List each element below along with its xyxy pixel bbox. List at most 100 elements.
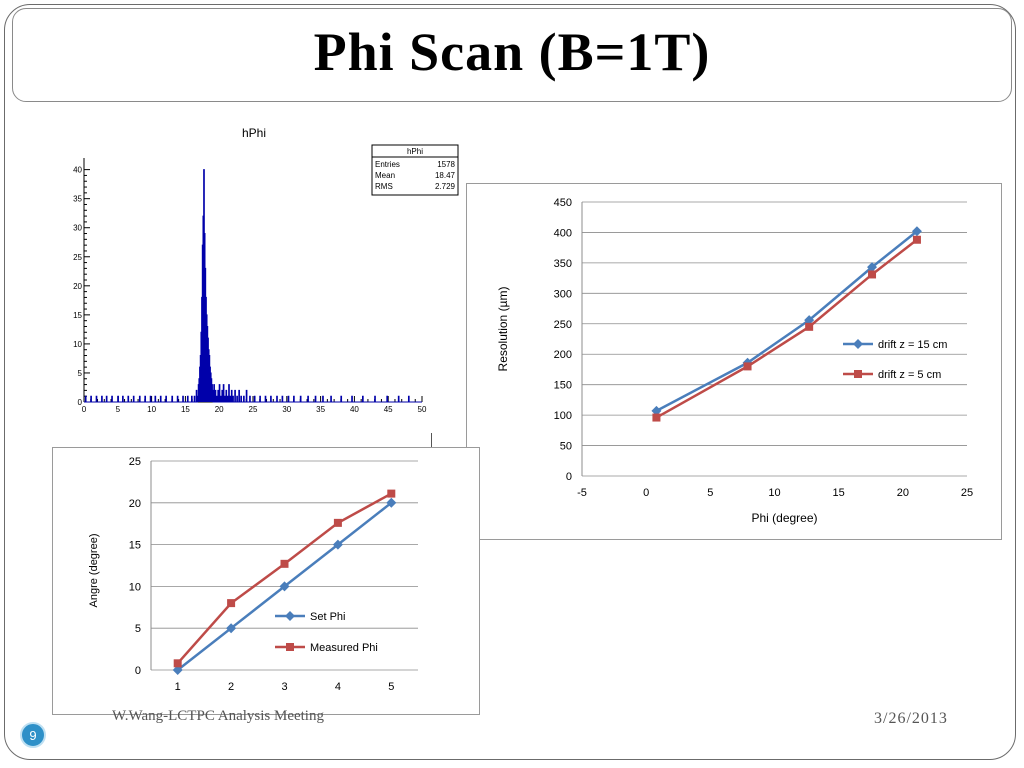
y-tick-label: 15 (129, 540, 141, 552)
y-tick-label: 35 (73, 195, 82, 204)
resolution-chart: 0 50 100 150 200 250 300 350 400 450 -5 0 5 10 15 20 25 P… (496, 197, 973, 525)
x-tick-label: 5 (116, 405, 121, 414)
legend-marker (853, 339, 863, 349)
series-line (176, 492, 392, 665)
legend-marker (286, 643, 294, 651)
y-tick-label: 100 (554, 410, 572, 422)
histogram-chart: hPhi 0 5 10 15 20 25 30 35 40 0 5 10 15 20 25 30 35 40 45 50… (73, 126, 459, 414)
y-tick-label: 15 (73, 311, 82, 320)
data-point (227, 599, 236, 608)
x-tick-label: 25 (249, 405, 258, 414)
page-number-badge: 9 (20, 722, 46, 748)
x-tick-label: 0 (82, 405, 87, 414)
angle-chart: 0 5 10 15 20 25 1 2 3 4 5 Angre (degree) Set Phi Meas… (88, 456, 418, 693)
y-tick-label: 0 (135, 665, 141, 677)
x-axis-label: Phi (degree) (751, 511, 817, 525)
x-tick-label: 25 (961, 487, 973, 499)
y-tick-label: 200 (554, 349, 572, 361)
x-tick-label: 15 (181, 405, 190, 414)
x-tick-label: 10 (768, 487, 780, 499)
legend-label: Measured Phi (310, 642, 378, 654)
x-tick-label: 50 (418, 405, 427, 414)
y-tick-label: 5 (78, 369, 83, 378)
stats-value: 1578 (437, 160, 455, 169)
y-tick-label: 150 (554, 380, 572, 392)
footer-date: 3/26/2013 (874, 710, 948, 727)
histogram-panel: hPhi 0 5 10 15 20 25 30 35 40 0 5 10 15 20 25 30 35 40 45 50… (62, 120, 462, 420)
x-tick-label: 20 (897, 487, 909, 499)
y-tick-label: 0 (566, 471, 572, 483)
y-tick-label: 450 (554, 197, 572, 209)
x-tick-label: 1 (175, 681, 181, 693)
data-point (280, 559, 289, 568)
x-tick-label: 45 (384, 405, 393, 414)
y-tick-label: 350 (554, 258, 572, 270)
y-tick-label: 300 (554, 288, 572, 300)
stats-value: 2.729 (435, 182, 456, 191)
y-tick-label: 40 (73, 166, 82, 175)
data-point (279, 581, 290, 592)
y-tick-label: 50 (560, 441, 572, 453)
y-tick-label: 400 (554, 227, 572, 239)
slide-frame (4, 4, 1016, 760)
series-line (655, 230, 918, 412)
data-point (173, 659, 182, 668)
stats-label: RMS (375, 182, 393, 191)
y-tick-label: 0 (78, 398, 83, 407)
data-point (386, 497, 397, 508)
x-tick-label: 15 (833, 487, 845, 499)
y-tick-label: 25 (73, 253, 82, 262)
x-tick-label: -5 (577, 487, 587, 499)
title-box: Phi Scan (B=1T) (12, 8, 1012, 102)
legend-marker (285, 611, 295, 621)
data-point (226, 623, 237, 634)
stats-label: Entries (375, 160, 400, 169)
data-point (743, 362, 752, 371)
data-point (912, 235, 921, 244)
legend-marker (854, 370, 862, 378)
y-axis-label: Resolution (µm) (496, 287, 510, 372)
x-tick-label: 10 (147, 405, 156, 414)
data-point (651, 405, 662, 416)
x-tick-label: 40 (350, 405, 359, 414)
data-point (332, 539, 343, 550)
y-tick-label: 10 (73, 340, 82, 349)
stats-label: Mean (375, 171, 395, 180)
stats-value: 18.47 (435, 171, 456, 180)
data-point (652, 413, 661, 422)
y-tick-label: 20 (73, 282, 82, 291)
angle-panel: 0 5 10 15 20 25 1 2 3 4 5 Angre (degree) Set Phi Meas… (52, 447, 480, 715)
y-axis-label: Angre (degree) (88, 534, 100, 608)
x-tick-label: 2 (228, 681, 234, 693)
x-tick-label: 35 (316, 405, 325, 414)
x-tick-label: 5 (388, 681, 394, 693)
x-tick-label: 0 (643, 487, 649, 499)
legend-label: drift z = 5 cm (878, 369, 941, 381)
data-point (804, 315, 815, 326)
data-point (868, 270, 877, 279)
x-tick-label: 3 (281, 681, 287, 693)
y-tick-label: 250 (554, 319, 572, 331)
legend-label: Set Phi (310, 611, 345, 623)
y-tick-label: 25 (129, 456, 141, 468)
data-point (805, 322, 814, 331)
legend-label: drift z = 15 cm (878, 339, 947, 351)
x-tick-label: 20 (215, 405, 224, 414)
x-tick-label: 4 (335, 681, 341, 693)
x-tick-label: 30 (282, 405, 291, 414)
data-point (172, 665, 183, 675)
connector-line (431, 433, 432, 449)
slide-title: Phi Scan (B=1T) (313, 22, 711, 82)
data-point (387, 489, 396, 498)
chart-title: hPhi (242, 126, 266, 140)
y-tick-label: 10 (129, 581, 141, 593)
footer-meeting: W.Wang-LCTPC Analysis Meeting (112, 708, 324, 724)
resolution-panel: 0 50 100 150 200 250 300 350 400 450 -5 0 5 10 15 20 25 P… (466, 183, 1002, 540)
stats-title: hPhi (407, 147, 423, 156)
y-tick-label: 20 (129, 498, 141, 510)
y-tick-label: 30 (73, 224, 82, 233)
histogram-bars (84, 169, 422, 403)
stats-box (371, 144, 459, 196)
data-point (867, 262, 878, 273)
data-point (333, 518, 342, 527)
